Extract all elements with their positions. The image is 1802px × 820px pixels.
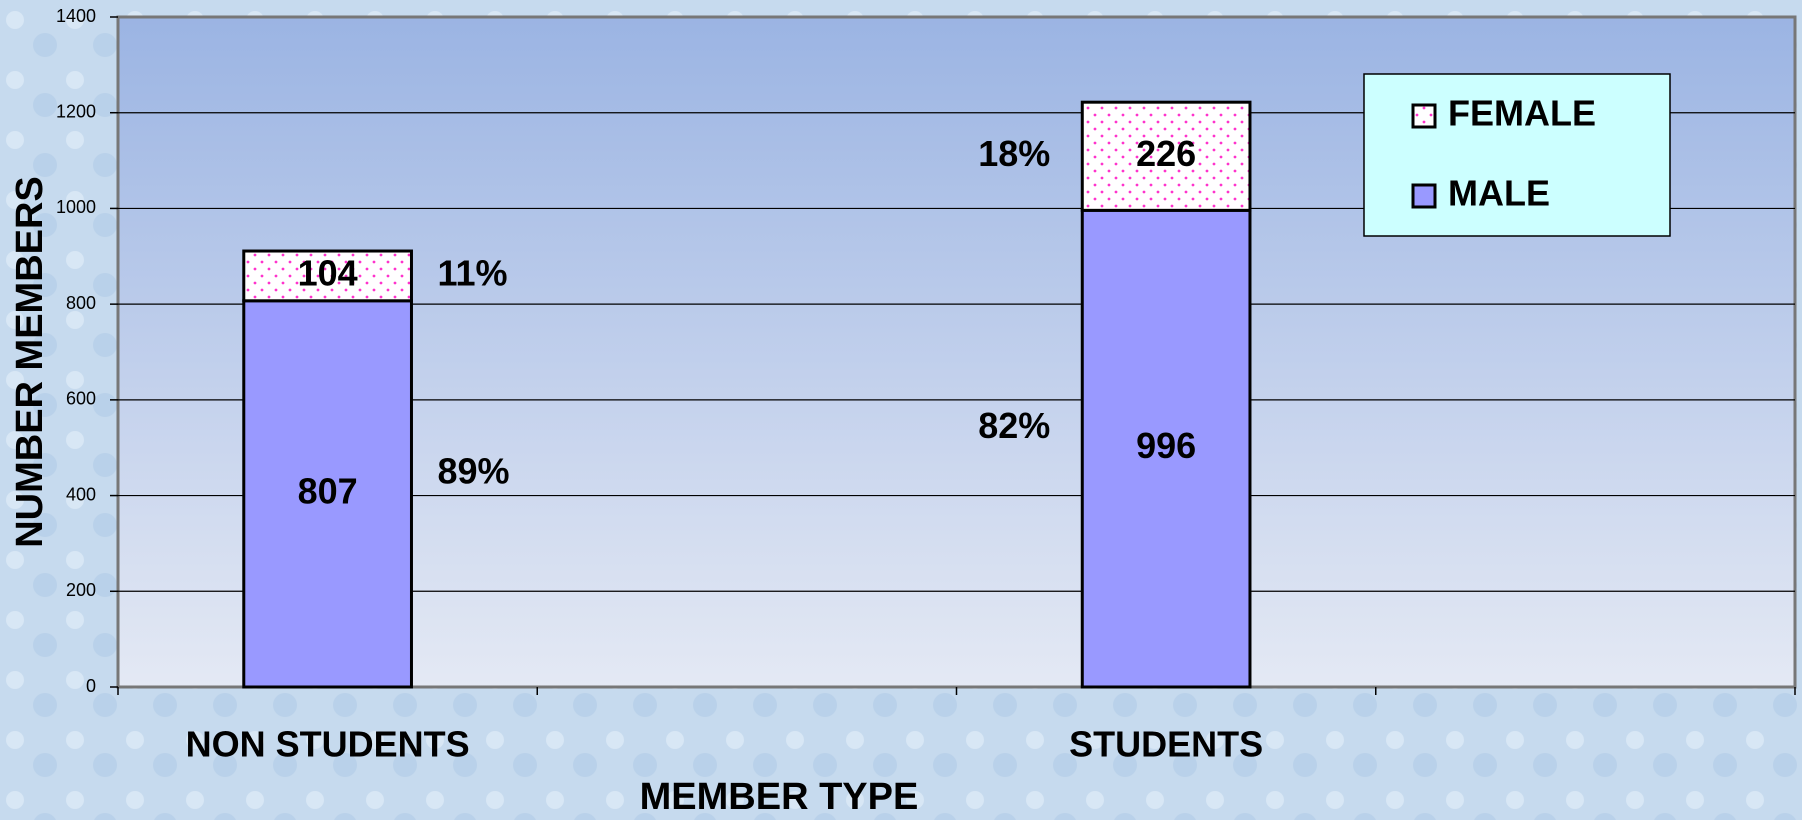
y-tick-label: 0 [86, 676, 96, 696]
data-label: 226 [1136, 133, 1196, 174]
legend-swatch [1411, 103, 1437, 129]
y-tick-label: 1200 [56, 101, 96, 121]
bar-segment [1080, 208, 1252, 689]
bar-segment [242, 299, 413, 689]
share-label: 18% [978, 133, 1050, 174]
y-axis-title: NUMBER MEMBERS [9, 176, 51, 548]
x-axis-title: MEMBER TYPE [640, 776, 919, 818]
legend-label: FEMALE [1448, 93, 1596, 134]
share-label: 11% [437, 252, 507, 293]
y-tick-label: 400 [66, 484, 96, 504]
data-label: 807 [298, 470, 358, 511]
y-tick-label: 200 [66, 580, 96, 600]
bar-segment [1080, 100, 1252, 212]
legend-box [1363, 73, 1671, 237]
share-label: 89% [437, 450, 509, 491]
share-label: 82% [978, 405, 1050, 446]
y-tick-label: 800 [66, 293, 96, 313]
data-label: 996 [1136, 425, 1196, 466]
x-tick-label: NON STUDENTS [186, 724, 470, 765]
y-tick-label: 1000 [56, 197, 96, 217]
bar-segment [242, 249, 413, 303]
x-tick-label: STUDENTS [1069, 724, 1263, 765]
data-label: 104 [298, 252, 358, 293]
legend-label: MALE [1448, 173, 1550, 214]
legend-swatch [1411, 183, 1437, 209]
y-tick-label: 1400 [56, 6, 96, 26]
y-tick-label: 600 [66, 389, 96, 409]
